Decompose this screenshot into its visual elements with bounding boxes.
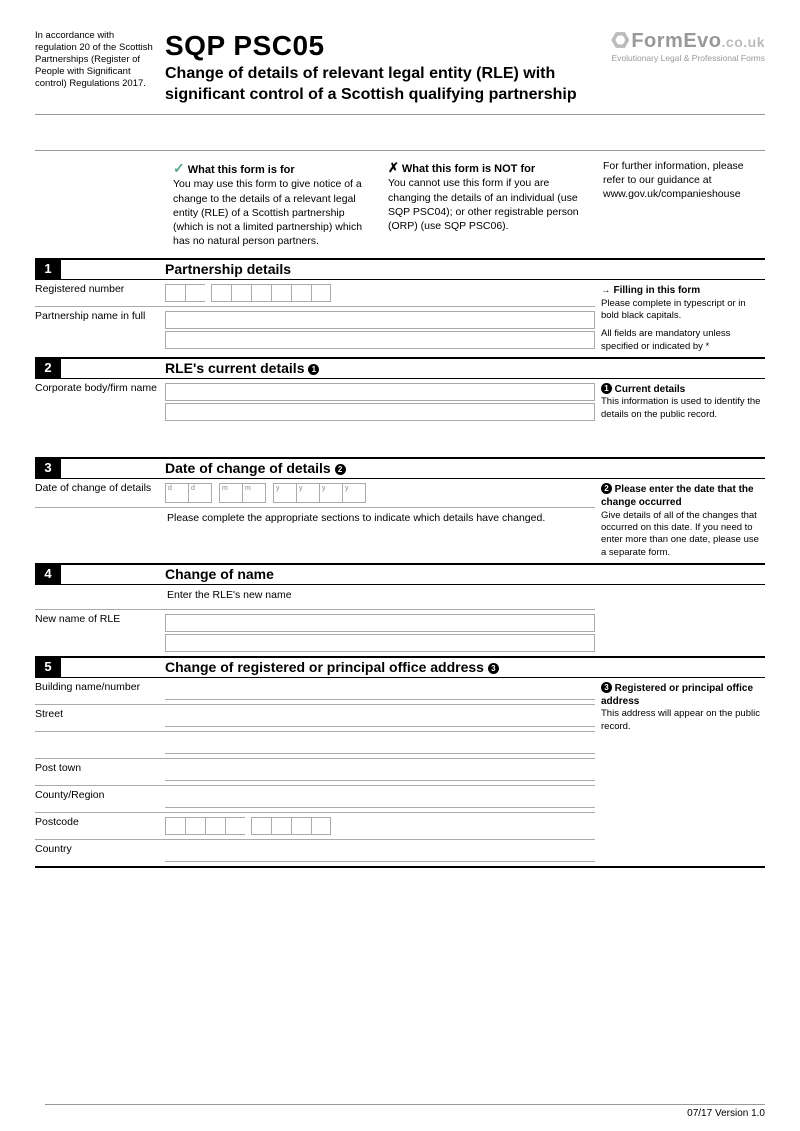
section-5-body: Building name/number Street Post town Co… xyxy=(35,678,765,868)
s2-side-heading: Current details xyxy=(615,384,686,395)
info-icon: 2 xyxy=(335,464,346,475)
section-4-note: Enter the RLE's new name xyxy=(165,585,595,609)
section-3-body: Date of change of details dd mm yyyy Ple… xyxy=(35,479,765,565)
section-2-sidebar: 1 Current details This information is us… xyxy=(595,379,765,457)
s5-side-text: This address will appear on the public r… xyxy=(601,708,763,733)
intro-info-text: For further information, please refer to… xyxy=(603,159,757,202)
section-5-sidebar: 3 Registered or principal office address… xyxy=(595,678,765,866)
s1-side-heading: Filling in this form xyxy=(614,285,701,296)
partnership-name-input-1[interactable] xyxy=(165,311,595,329)
section-number: 2 xyxy=(35,359,61,378)
intro-for-heading: What this form is for xyxy=(188,164,295,176)
form-title: Change of details of relevant legal enti… xyxy=(165,64,585,106)
street-input-1[interactable] xyxy=(165,709,595,727)
intro-not: ✗What this form is NOT for You cannot us… xyxy=(380,159,595,249)
section-3-header: 3 Date of change of details 2 xyxy=(35,459,765,479)
intro-info: For further information, please refer to… xyxy=(595,159,765,249)
building-input[interactable] xyxy=(165,682,595,700)
section-4-body: Enter the RLE's new name New name of RLE xyxy=(35,585,765,658)
new-name-label: New name of RLE xyxy=(35,610,165,629)
registered-number-input[interactable] xyxy=(165,282,595,304)
s2-side-text: This information is used to identify the… xyxy=(601,396,763,421)
s3-side-heading: Please enter the date that the change oc… xyxy=(601,484,754,508)
tick-icon: ✓ xyxy=(173,160,185,176)
county-input[interactable] xyxy=(165,790,595,808)
section-1-body: Registered number Partnership name in fu… xyxy=(35,280,765,359)
corporate-name-input-1[interactable] xyxy=(165,383,595,401)
logo-text: FormEvo xyxy=(631,30,721,52)
intro-for: ✓What this form is for You may use this … xyxy=(165,159,380,249)
section-5-header: 5 Change of registered or principal offi… xyxy=(35,658,765,678)
intro-for-text: You may use this form to give notice of … xyxy=(173,177,372,248)
section-1-header: 1 Partnership details xyxy=(35,260,765,280)
section-5-title: Change of registered or principal office… xyxy=(165,659,484,675)
posttown-label: Post town xyxy=(35,759,165,778)
page-header: In accordance with regulation 20 of the … xyxy=(35,30,765,115)
s3-side-text: Give details of all of the changes that … xyxy=(601,510,763,559)
date-change-input[interactable]: dd mm yyyy xyxy=(165,481,595,505)
info-icon: 3 xyxy=(601,682,612,693)
logo-tagline: Evolutionary Legal & Professional Forms xyxy=(585,53,765,63)
corporate-name-input-2[interactable] xyxy=(165,403,595,421)
intro-not-heading: What this form is NOT for xyxy=(402,163,535,175)
section-3-title: Date of change of details xyxy=(165,460,331,476)
info-icon: 1 xyxy=(308,364,319,375)
new-name-input-1[interactable] xyxy=(165,614,595,632)
section-3-note: Please complete the appropriate sections… xyxy=(165,508,595,532)
date-change-label: Date of change of details xyxy=(35,479,165,498)
s1-side-text2: All fields are mandatory unless specifie… xyxy=(601,328,763,353)
building-label: Building name/number xyxy=(35,678,165,697)
brand-logo: FormEvo.co.uk Evolutionary Legal & Profe… xyxy=(585,30,765,106)
section-number: 1 xyxy=(35,260,61,279)
registered-number-label: Registered number xyxy=(35,280,165,299)
section-2-header: 2 RLE's current details 1 xyxy=(35,359,765,379)
regulation-note: In accordance with regulation 20 of the … xyxy=(35,30,165,106)
cross-icon: ✗ xyxy=(388,160,399,175)
section-number: 5 xyxy=(35,658,61,677)
intro-not-text: You cannot use this form if you are chan… xyxy=(388,176,587,233)
section-2-title: RLE's current details xyxy=(165,360,304,376)
country-label: Country xyxy=(35,840,165,859)
intro-row: ✓What this form is for You may use this … xyxy=(35,150,765,261)
partnership-name-label: Partnership name in full xyxy=(35,307,165,326)
section-1-sidebar: →Filling in this form Please complete in… xyxy=(595,280,765,357)
info-icon: 1 xyxy=(601,383,612,394)
form-code: SQP PSC05 xyxy=(165,30,585,62)
section-number: 4 xyxy=(35,565,61,584)
title-block: SQP PSC05 Change of details of relevant … xyxy=(165,30,585,106)
hex-icon xyxy=(611,31,629,49)
info-icon: 2 xyxy=(601,483,612,494)
country-input[interactable] xyxy=(165,844,595,862)
section-number: 3 xyxy=(35,459,61,478)
section-4-header: 4 Change of name xyxy=(35,565,765,585)
section-4-title: Change of name xyxy=(165,565,765,584)
postcode-input[interactable] xyxy=(165,815,595,837)
s5-side-heading: Registered or principal office address xyxy=(601,683,753,707)
posttown-input[interactable] xyxy=(165,763,595,781)
street-input-2[interactable] xyxy=(165,736,595,754)
partnership-name-input-2[interactable] xyxy=(165,331,595,349)
section-3-sidebar: 2 Please enter the date that the change … xyxy=(595,479,765,563)
logo-suffix: .co.uk xyxy=(722,34,765,50)
county-label: County/Region xyxy=(35,786,165,805)
info-icon: 3 xyxy=(488,663,499,674)
section-2-body: Corporate body/firm name 1 Current detai… xyxy=(35,379,765,459)
section-1-title: Partnership details xyxy=(165,260,765,279)
s1-side-text1: Please complete in typescript or in bold… xyxy=(601,298,763,323)
page-footer: 07/17 Version 1.0 xyxy=(45,1104,765,1119)
new-name-input-2[interactable] xyxy=(165,634,595,652)
postcode-label: Postcode xyxy=(35,813,165,832)
street-label: Street xyxy=(35,705,165,724)
corporate-name-label: Corporate body/firm name xyxy=(35,379,165,398)
